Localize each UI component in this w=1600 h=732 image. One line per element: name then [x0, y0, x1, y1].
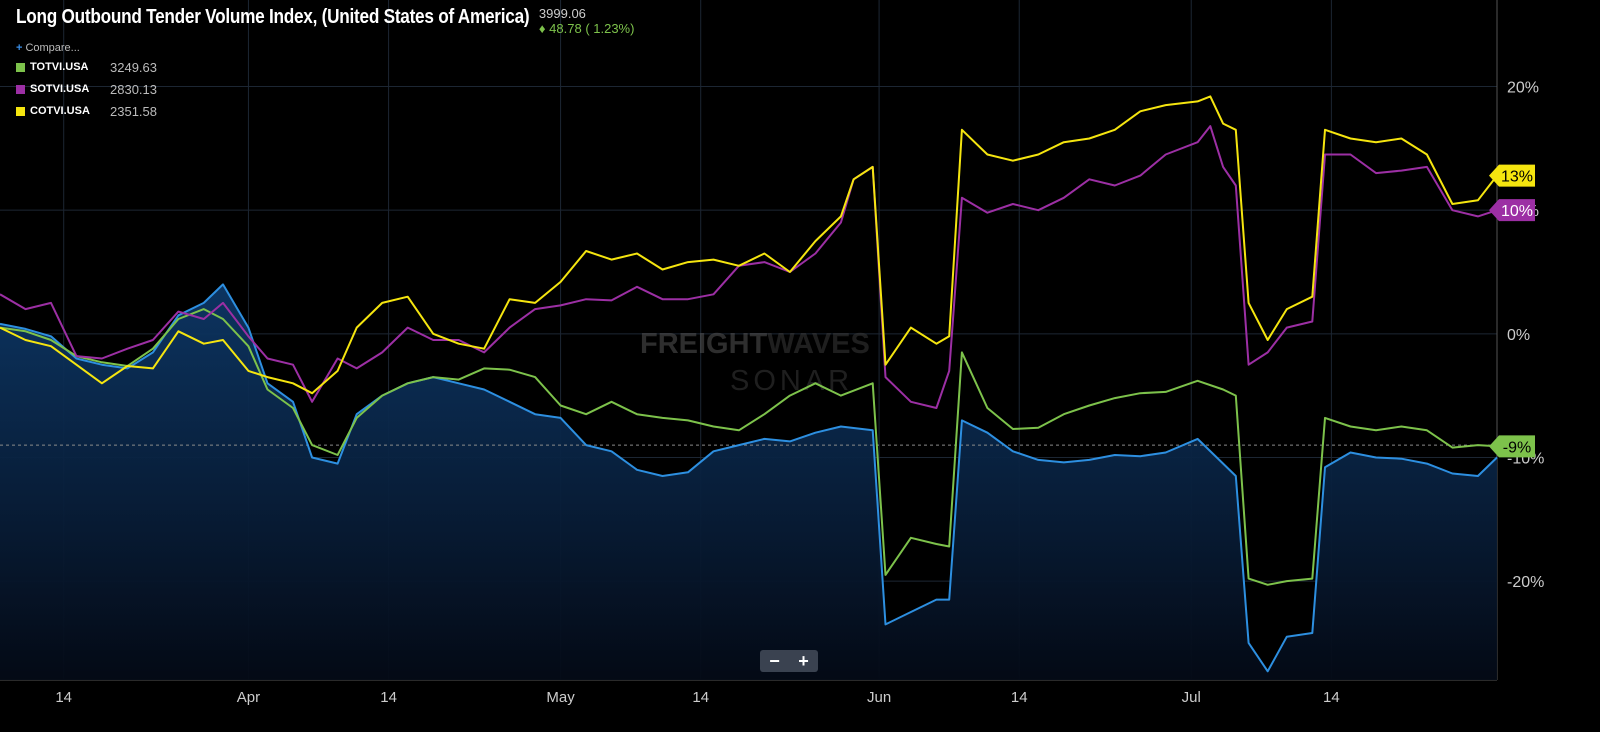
zoom-control: − + — [760, 650, 818, 672]
x-tick-label: Jun — [867, 689, 891, 706]
series-line-1 — [0, 308, 1498, 586]
y-tick-label: -20% — [1507, 574, 1544, 591]
x-tick-label: Jul — [1182, 689, 1201, 706]
x-tick-label: May — [546, 689, 575, 706]
end-label-text: 10% — [1501, 203, 1533, 220]
series-lines — [0, 95, 1498, 673]
legend-item-sotvi[interactable]: SOTVI.USA 2830.13 — [16, 78, 157, 100]
legend-item-label: SOTVI.USA — [30, 83, 90, 95]
compare-button[interactable]: + Compare... — [16, 42, 80, 54]
series-line-3 — [0, 95, 1498, 395]
x-axis-ticks: 14 Apr 14 May 14 Jun 14 Jul 14 — [55, 689, 1339, 706]
end-label-sotvi-usa: 10% — [1489, 199, 1535, 222]
x-tick-label: Apr — [237, 689, 260, 706]
legend-swatch — [16, 84, 25, 94]
legend-item-label: COTVI.USA — [30, 105, 90, 117]
end-label-text: 13% — [1501, 169, 1533, 186]
zoom-out-button[interactable]: − — [769, 650, 780, 671]
end-value-labels: 13% 10% -9% — [1489, 164, 1535, 458]
end-label-totvi-usa: -9% — [1489, 435, 1535, 458]
series-line-0 — [0, 283, 1498, 673]
area-fills — [0, 284, 1497, 680]
end-label-tag — [1489, 199, 1535, 222]
legend-item-value: 3249.63 — [110, 59, 157, 75]
x-tick-label: 14 — [55, 689, 72, 706]
chart-title: Long Outbound Tender Volume Index, (Unit… — [16, 6, 530, 28]
end-label-tag — [1489, 435, 1535, 458]
x-tick-label: 14 — [380, 689, 397, 706]
last-value: 3999.06 — [538, 6, 586, 21]
y-tick-label: 20% — [1507, 80, 1539, 97]
legend-item-label: TOTVI.USA — [30, 61, 89, 73]
legend-item-totvi[interactable]: TOTVI.USA 3249.63 — [16, 56, 157, 78]
end-label-cotvi-usa: 13% — [1489, 164, 1535, 187]
y-tick-label: 0% — [1507, 327, 1530, 344]
legend-swatch — [16, 106, 25, 116]
x-tick-label: 14 — [692, 689, 709, 706]
watermark: FREIGHTWAVES SONAR — [640, 328, 870, 397]
series-area-fill — [0, 284, 1497, 680]
legend: + Compare... TOTVI.USA 3249.63 SOTVI.USA … — [16, 42, 157, 122]
x-tick-label: 14 — [1323, 689, 1340, 706]
end-label-text: -9% — [1503, 439, 1531, 456]
watermark-sonar-text: SONAR — [730, 365, 853, 397]
quote-box: 3999.06 ♦ 48.78 ( 1.23%) — [539, 6, 635, 36]
change-value: ♦ 48.78 ( 1.23%) — [538, 21, 635, 36]
legend-item-value: 2351.58 — [110, 103, 157, 119]
legend-item-cotvi[interactable]: COTVI.USA 2351.58 — [16, 100, 157, 122]
chart-header: Long Outbound Tender Volume Index, (Unit… — [16, 6, 634, 36]
legend-item-value: 2830.13 — [110, 81, 157, 97]
plus-icon: + — [16, 42, 23, 54]
zoom-in-button[interactable]: + — [798, 650, 809, 671]
legend-swatch — [16, 62, 25, 72]
watermark-logo-text: FREIGHTWAVES — [640, 328, 870, 360]
series-line-2 — [0, 125, 1498, 409]
end-label-tag — [1489, 164, 1535, 187]
y-axis-ticks: 20%10%0%-10%-20% — [1507, 80, 1544, 592]
x-tick-label: 14 — [1011, 689, 1028, 706]
